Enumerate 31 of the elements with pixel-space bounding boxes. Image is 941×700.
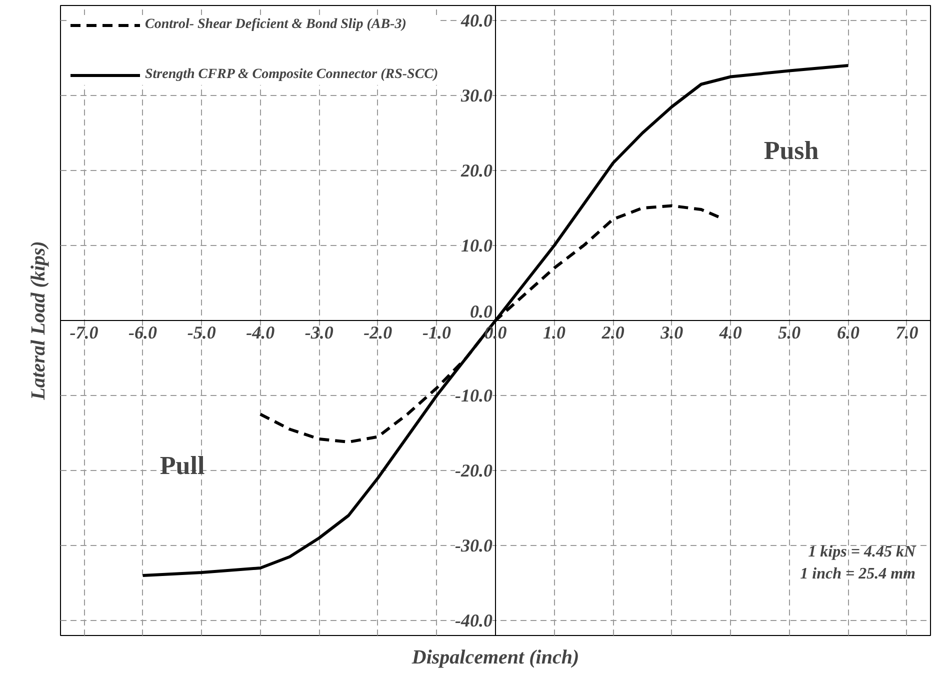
y-tick-label: -10.0 bbox=[455, 386, 493, 406]
y-tick-label: 20.0 bbox=[460, 160, 492, 180]
x-tick-label: 2.0 bbox=[600, 322, 624, 342]
x-tick-label: -5.0 bbox=[187, 322, 216, 342]
x-tick-label: 4.0 bbox=[718, 322, 742, 342]
x-tick-label: 6.0 bbox=[836, 322, 860, 342]
annotation: 1 inch = 25.4 mm bbox=[800, 566, 916, 582]
x-tick-label: -2.0 bbox=[364, 322, 392, 342]
y-tick-label: 10.0 bbox=[461, 236, 492, 256]
x-tick-label: -7.0 bbox=[70, 322, 98, 342]
x-tick-label: -6.0 bbox=[128, 322, 158, 342]
y-tick-label: -30.0 bbox=[455, 536, 493, 556]
x-tick-label: -4.0 bbox=[246, 322, 275, 342]
y-tick-label: 30.0 bbox=[460, 86, 492, 106]
y-tick-label: -20.0 bbox=[455, 460, 493, 480]
x-tick-label: -3.0 bbox=[304, 322, 334, 342]
legend-label: Control- Shear Deficient & Bond Slip (AB-3) bbox=[145, 17, 406, 33]
annotation: 1 kips = 4.45 kN bbox=[808, 544, 917, 560]
y-tick-label: 40.0 bbox=[460, 10, 492, 30]
x-tick-label: 5.0 bbox=[778, 322, 801, 342]
x-axis-title: Dispalcement (inch) bbox=[410, 646, 580, 668]
x-tick-label: 3.0 bbox=[660, 322, 684, 342]
annotation: Pull bbox=[160, 450, 205, 480]
x-tick-label: 1.0 bbox=[543, 322, 566, 342]
y-axis-title: Lateral Load (kips) bbox=[28, 241, 50, 401]
x-tick-label: -1.0 bbox=[422, 322, 451, 342]
legend-label: Strength CFRP & Composite Connector (RS-SCC) bbox=[145, 67, 438, 83]
y-tick-label: 0.0 bbox=[470, 302, 492, 322]
x-tick-label: 7.0 bbox=[896, 322, 918, 342]
y-tick-label: -40.0 bbox=[455, 610, 493, 630]
annotation: Push bbox=[764, 136, 820, 165]
